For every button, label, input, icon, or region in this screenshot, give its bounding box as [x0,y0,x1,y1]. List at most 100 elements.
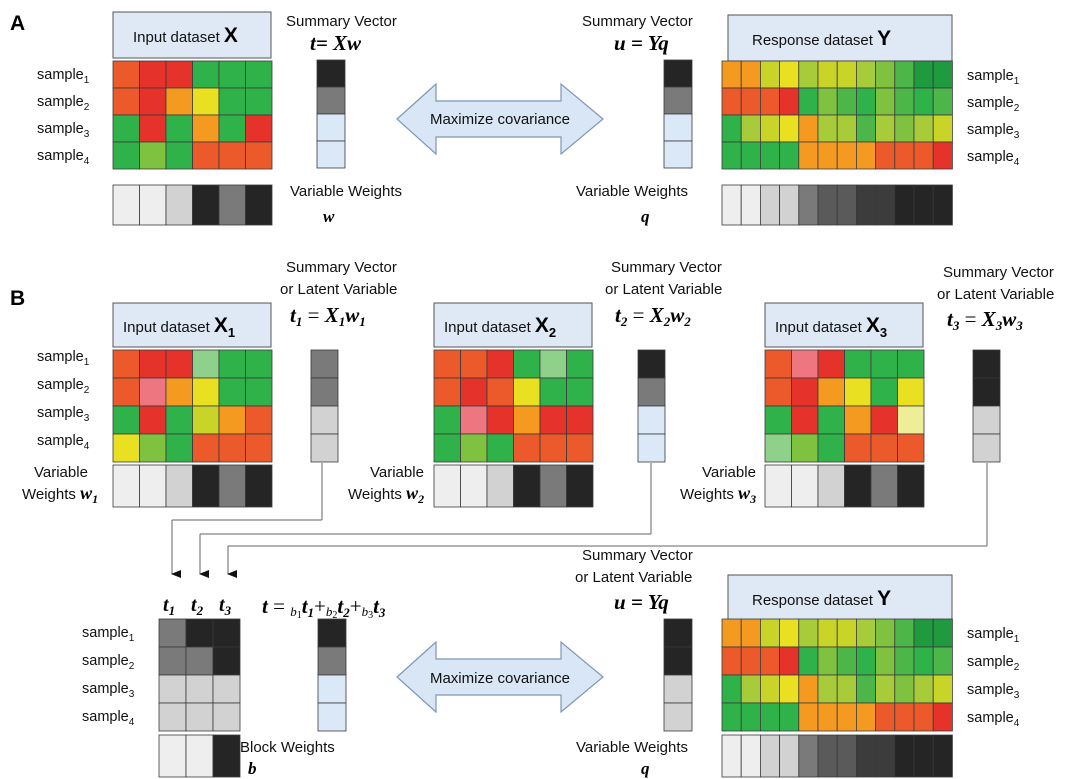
heatmap-x2-cell [486,377,514,407]
heatmap-y-b-cell [779,646,800,676]
heatmap-x3-cell [791,349,819,379]
variable-weights-w-cell [245,184,273,226]
summary-vector-title-u: Summary Vector [582,13,693,30]
summary-vector-t2-cell [637,349,666,379]
heatmap-x2-cell [513,377,541,407]
sample-label: sample1 [967,626,1020,645]
variable-weights-w3-cell [897,464,925,508]
heatmap-x1-cell [165,377,193,407]
heatmap-y-cell [798,141,819,170]
sample-label: sample3 [37,405,90,424]
heatmap-y-cell [798,114,819,143]
panel-label-b: B [10,287,25,310]
heatmap-y-cell [932,60,953,89]
variable-weights-w1-cell [165,464,193,508]
variable-weights-w1-cell [245,464,273,508]
sample-label: sample3 [37,121,90,140]
variable-weights-q-b-cell [856,734,877,778]
heatmap-x1-cell [112,433,140,463]
heatmap-y-b-cell [913,646,934,676]
b-symbol: b [248,759,257,778]
heatmap-y-cell [740,87,761,116]
super-matrix-headers: t1 t2 t3 [163,594,232,618]
sample-label: sample1 [82,625,135,644]
input-dataset-x-box [112,11,272,59]
heatmap-y-cell [875,87,896,116]
equation-t1: t1 = X1w1 [290,303,366,329]
summary-vector-u-b [663,618,693,732]
heatmap-y-cell [721,141,742,170]
heatmap-y-b-cell [798,674,819,704]
heatmap-x1-cell [139,433,167,463]
heatmap-y-cell [875,141,896,170]
heatmap-x3-cell [897,405,925,435]
sample-label: sample4 [82,709,135,728]
heatmap-x3-cell [844,433,872,463]
heatmap-x2-cell [460,377,488,407]
variable-weights-w1-cell [112,464,140,508]
heatmap-y-b-cell [760,646,781,676]
heatmap-y-cell [913,60,934,89]
heatmap-y-cell [817,114,838,143]
variable-weights-w3 [764,464,925,508]
heatmap-y-cell [817,141,838,170]
heatmap-x2-cell [539,349,567,379]
heatmap-x-cell [192,114,220,143]
heatmap-x2-cell [433,433,461,463]
heatmap-y-cell [779,60,800,89]
block-weights-b [158,734,241,778]
heatmap-x-cell [165,114,193,143]
super-score-matrix [158,618,241,732]
q-symbol-b: q [641,759,650,778]
variable-weights-q-b-cell [817,734,838,778]
heatmap-y-b-cell [779,618,800,648]
variable-weights-w-cell [192,184,220,226]
variable-weights-q-cell [817,184,838,226]
heatmap-x2-cell [460,349,488,379]
summary-vector-u-b-cell [663,618,693,648]
heatmap-y-cell [932,87,953,116]
heatmap-x2-cell [486,349,514,379]
summary-vector-super-t-cell [317,674,347,704]
latent-variable-title-u-b: or Latent Variable [575,569,692,586]
heatmap-x2-cell [433,377,461,407]
heatmap-x1-cell [192,377,220,407]
heatmap-x [112,60,273,170]
input-dataset-title-1: Input dataset X1 [123,314,235,340]
heatmap-x-cell [192,141,220,170]
variable-weights-w-cell [165,184,193,226]
heatmap-x-cell [139,141,167,170]
input-dataset-box-2 [433,302,593,348]
heatmap-x-cell [245,114,273,143]
heatmap-x3-cell [817,349,845,379]
super-score-matrix-cell [212,618,241,648]
heatmap-x3-cell [844,349,872,379]
heatmap-x3-cell [817,377,845,407]
variable-weights-q-b [721,734,953,778]
heatmap-x1-cell [165,349,193,379]
heatmap-x-cell [218,114,246,143]
equation-u-yq-b: u = Yq [614,590,669,614]
summary-vector-t2-cell [637,377,666,407]
heatmap-y-cell [856,87,877,116]
heatmap-y-cell [721,114,742,143]
heatmap-y-cell [798,87,819,116]
q-symbol: q [641,207,650,226]
summary-vector-super-t-cell [317,702,347,732]
heatmap-x1-cell [112,377,140,407]
heatmap-x1-cell [139,377,167,407]
maximize-covariance-arrow-a [396,82,604,156]
heatmap-y-cell [932,141,953,170]
sample-label: sample4 [967,710,1020,729]
heatmap-x2-cell [433,405,461,435]
heatmap-y-cell [817,60,838,89]
heatmap-y-b-cell [836,674,857,704]
heatmap-x3-cell [897,349,925,379]
heatmap-y-b-cell [779,674,800,704]
summary-vector-super-t [317,618,347,732]
heatmap-x-cell [218,60,246,89]
heatmap-x-cell [139,114,167,143]
block-weights-b-cell [158,734,187,778]
heatmap-y-cell [740,60,761,89]
heatmap-y-b-cell [836,646,857,676]
